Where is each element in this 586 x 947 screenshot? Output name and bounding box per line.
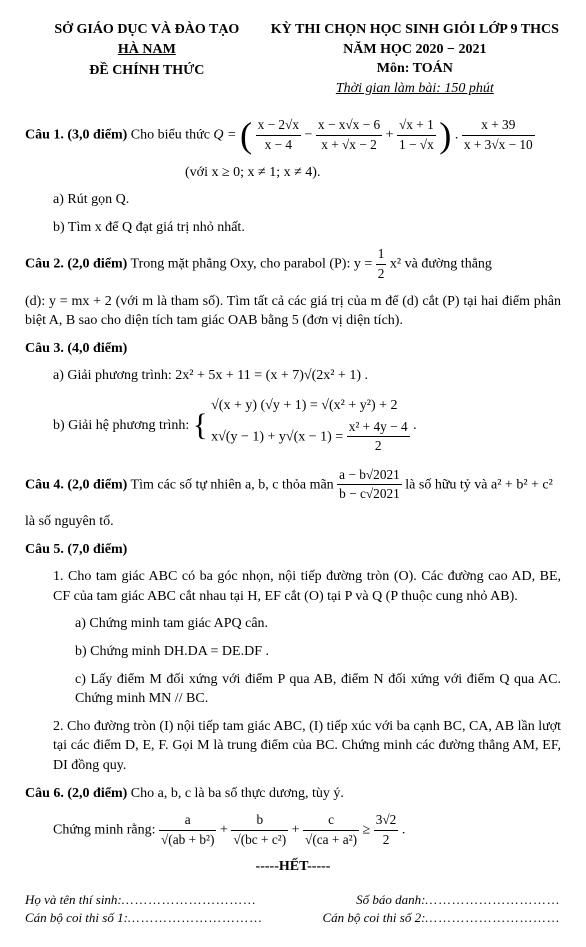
province: HÀ NAM	[25, 40, 269, 60]
plus-icon: +	[220, 822, 231, 837]
q1-cond: (với x ≥ 0; x ≠ 1; x ≠ 4).	[185, 163, 561, 183]
plus-icon: +	[292, 822, 303, 837]
plus-icon: +	[386, 128, 397, 143]
footer: Họ và tên thí sinh:………………………… Số báo dan…	[25, 891, 561, 927]
q3-b-lead: b) Giải hệ phương trình:	[53, 418, 193, 433]
q1-frac2: x − x√x − 6x + √x − 2	[316, 116, 382, 154]
q3-title: Câu 3. (4,0 điểm)	[25, 339, 561, 359]
q6-f2: b√(bc + c²)	[231, 811, 288, 849]
header-right: KỲ THI CHỌN HỌC SINH GIỎI LỚP 9 THCS NĂM…	[269, 20, 561, 98]
q3-eq2-l: x√(y − 1) + y√(x − 1) =	[211, 429, 347, 444]
dot-icon: .	[402, 822, 406, 837]
question-4: Câu 4. (2,0 điểm) Tìm các số tự nhiên a,…	[25, 466, 561, 504]
q2-p2: (d): y = mx + 2 (với m là tham số). Tìm …	[25, 292, 561, 331]
q3-eq2: x√(y − 1) + y√(x − 1) = x² + 4y − 42	[211, 418, 410, 456]
student-name-label: Họ và tên thí sinh:…………………………	[25, 891, 257, 909]
q1-Q: Q =	[213, 128, 240, 143]
q5-c: c) Lấy điểm M đối xứng với điểm P qua AB…	[75, 670, 561, 709]
q6-p1: Cho a, b, c là ba số thực dương, tùy ý.	[131, 786, 344, 801]
q3-system: √(x + y) (√y + 1) = √(x² + y²) + 2 x√(y …	[211, 394, 410, 458]
q6-proof: Chứng minh rằng: a√(ab + b²) + b√(bc + c…	[53, 811, 561, 849]
question-2: Câu 2. (2,0 điểm) Trong mặt phẳng Oxy, c…	[25, 245, 561, 283]
q4-frac: a − b√2021b − c√2021	[337, 466, 402, 504]
rparen-icon: )	[439, 121, 451, 150]
header: SỞ GIÁO DỤC VÀ ĐÀO TẠO HÀ NAM ĐỀ CHÍNH T…	[25, 20, 561, 98]
question-6: Câu 6. (2,0 điểm) Cho a, b, c là ba số t…	[25, 784, 561, 804]
q2-p1: Trong mặt phẳng Oxy, cho parabol (P): y …	[131, 257, 376, 272]
dot-icon: .	[455, 128, 459, 143]
q3-eq2-frac: x² + 4y − 42	[347, 418, 410, 456]
q3-eq1: √(x + y) (√y + 1) = √(x² + y²) + 2	[211, 396, 410, 416]
q6-rhs: 3√22	[374, 811, 399, 849]
q5-a: a) Chứng minh tam giác APQ cân.	[75, 614, 561, 634]
footer-row1: Họ và tên thí sinh:………………………… Số báo dan…	[25, 891, 561, 909]
q1-frac3: √x + 11 − √x	[397, 116, 436, 154]
q3-b: b) Giải hệ phương trình: { √(x + y) (√y …	[53, 394, 561, 458]
exam-year: NĂM HỌC 2020 − 2021	[269, 40, 561, 60]
minus-icon: −	[305, 128, 316, 143]
q4-title: Câu 4. (2,0 điểm)	[25, 477, 127, 492]
proctor2-label: Cán bộ coi thi số 2:…………………………	[322, 909, 561, 927]
q2-p1b: x² và đường thẳng	[390, 257, 492, 272]
q4-p2: là số hữu tỷ và a² + b² + c²	[405, 477, 553, 492]
dot-icon: .	[413, 418, 417, 433]
exam-type: ĐỀ CHÍNH THỨC	[25, 61, 269, 81]
lparen-icon: (	[240, 121, 252, 150]
q4-p1: Tìm các số tự nhiên a, b, c thỏa mãn	[131, 477, 338, 492]
exam-time: Thời gian làm bài: 150 phút	[269, 79, 561, 99]
question-1: Câu 1. (3,0 điểm) Cho biểu thức Q = ( x …	[25, 116, 561, 154]
exam-subject: Môn: TOÁN	[269, 59, 561, 79]
q6-lead: Chứng minh rằng:	[53, 822, 159, 837]
q1-frac4: x + 39x + 3√x − 10	[462, 116, 535, 154]
q2-half: 12	[376, 245, 387, 283]
registration-label: Số báo danh:…………………………	[356, 891, 561, 909]
org-line: SỞ GIÁO DỤC VÀ ĐÀO TẠO	[25, 20, 269, 40]
q6-f1: a√(ab + b²)	[159, 811, 217, 849]
q5-b: b) Chứng minh DH.DA = DE.DF .	[75, 642, 561, 662]
q5-p2: 2. Cho đường tròn (I) nội tiếp tam giác …	[53, 717, 561, 776]
footer-row2: Cán bộ coi thi số 1:………………………… Cán bộ co…	[25, 909, 561, 927]
q1-frac1: x − 2√xx − 4	[256, 116, 301, 154]
q3-a: a) Giải phương trình: 2x² + 5x + 11 = (x…	[53, 366, 561, 386]
end-marker: -----HẾT-----	[25, 857, 561, 877]
q5-title: Câu 5. (7,0 điểm)	[25, 540, 561, 560]
header-left: SỞ GIÁO DỤC VÀ ĐÀO TẠO HÀ NAM ĐỀ CHÍNH T…	[25, 20, 269, 98]
q1-b: b) Tìm x để Q đạt giá trị nhỏ nhất.	[53, 218, 561, 238]
q5-p1: 1. Cho tam giác ABC có ba góc nhọn, nội …	[53, 567, 561, 606]
q1-lead: Cho biểu thức	[131, 128, 214, 143]
ge-icon: ≥	[363, 822, 374, 837]
q4-p3: là số nguyên tố.	[25, 512, 561, 532]
exam-title: KỲ THI CHỌN HỌC SINH GIỎI LỚP 9 THCS	[269, 20, 561, 40]
q6-title: Câu 6. (2,0 điểm)	[25, 786, 127, 801]
q1-a: a) Rút gọn Q.	[53, 190, 561, 210]
q2-title: Câu 2. (2,0 điểm)	[25, 257, 127, 272]
brace-icon: {	[193, 412, 208, 440]
q1-title: Câu 1. (3,0 điểm)	[25, 128, 127, 143]
proctor1-label: Cán bộ coi thi số 1:…………………………	[25, 909, 264, 927]
q6-f3: c√(ca + a²)	[303, 811, 359, 849]
